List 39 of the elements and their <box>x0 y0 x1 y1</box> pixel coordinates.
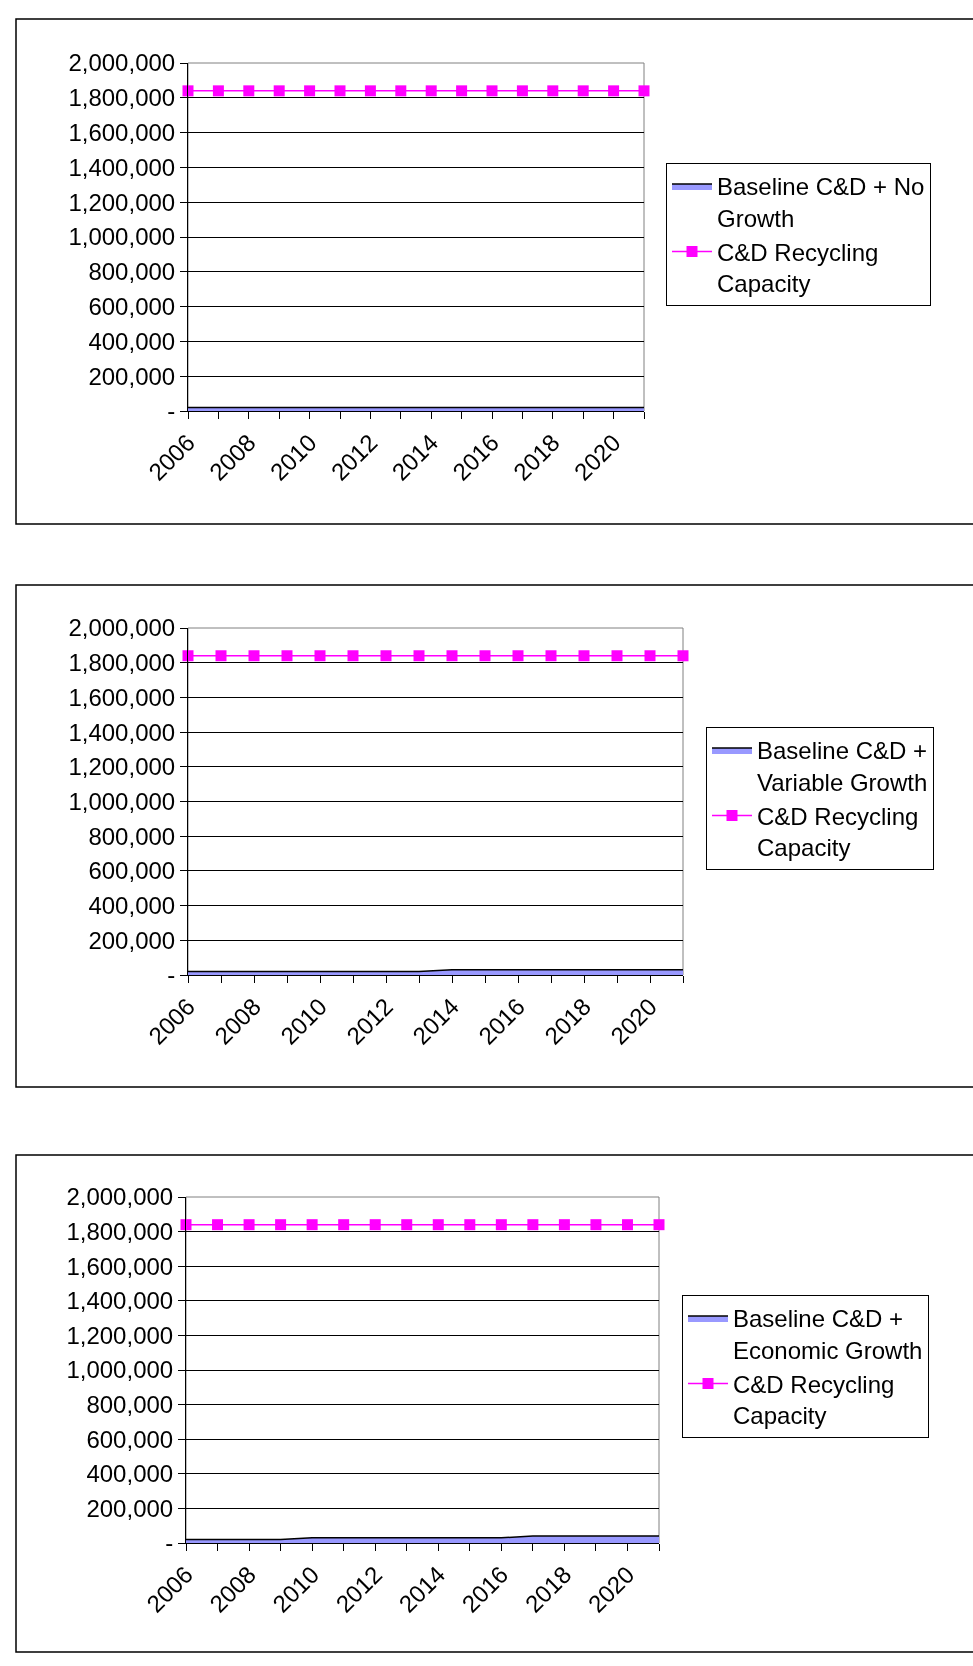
y-tick-label: 1,000,000 <box>68 787 176 815</box>
y-tick-label: 200,000 <box>86 1494 174 1522</box>
y-tick-label: 400,000 <box>86 1460 174 1488</box>
y-tick-label: 1,600,000 <box>66 1252 174 1280</box>
y-tick-label: 200,000 <box>88 362 176 390</box>
y-tick-label: 1,800,000 <box>66 1218 174 1245</box>
y-tick-label: 2,000,000 <box>68 614 176 642</box>
y-tick-label: 1,800,000 <box>68 84 176 112</box>
legend-label: Baseline C&D + Variable Growth <box>757 737 928 796</box>
y-tick-label: 1,600,000 <box>68 683 176 711</box>
y-tick-label: - <box>165 1529 174 1557</box>
legend-label: C&D Recycling Capacity <box>757 802 919 862</box>
y-tick-label: 1,000,000 <box>68 223 176 251</box>
y-tick-label: 600,000 <box>88 857 176 885</box>
y-tick-label: 800,000 <box>88 258 176 286</box>
y-tick-label: 1,800,000 <box>68 649 176 677</box>
y-tick-label: 1,200,000 <box>68 188 176 216</box>
y-tick-label: 1,400,000 <box>68 153 176 181</box>
legend-label: C&D Recycling Capacity <box>733 1370 895 1430</box>
y-tick-label: 400,000 <box>88 327 176 355</box>
y-tick-label: 200,000 <box>88 926 176 954</box>
y-tick-label: 600,000 <box>86 1425 174 1453</box>
y-tick-label: 2,000,000 <box>66 1183 174 1211</box>
y-tick-label: 400,000 <box>88 892 176 919</box>
y-tick-label: - <box>167 961 176 989</box>
y-tick-label: 1,000,000 <box>66 1356 174 1384</box>
legend-label: Baseline C&D + No Growth <box>717 173 925 232</box>
legend-label: C&D Recycling Capacity <box>717 238 879 298</box>
y-tick-label: 1,200,000 <box>68 753 176 781</box>
y-tick-label: 800,000 <box>88 822 176 850</box>
y-tick-label: 1,600,000 <box>68 119 176 146</box>
y-tick-label: 1,400,000 <box>68 718 176 746</box>
y-tick-label: 800,000 <box>86 1391 174 1418</box>
y-tick-label: - <box>167 397 176 425</box>
y-tick-label: 600,000 <box>88 293 176 320</box>
y-tick-label: 1,400,000 <box>66 1287 174 1315</box>
y-tick-label: 1,200,000 <box>66 1321 174 1349</box>
legend-label: Baseline C&D + Economic Growth <box>733 1305 923 1364</box>
y-tick-label: 2,000,000 <box>68 49 176 77</box>
